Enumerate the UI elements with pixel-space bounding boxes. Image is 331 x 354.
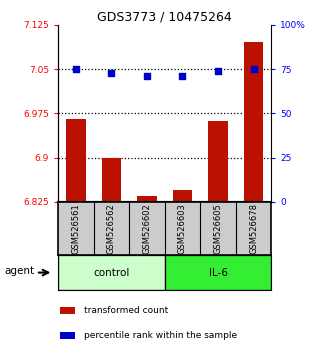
Bar xyxy=(208,121,228,202)
Text: GSM526678: GSM526678 xyxy=(249,203,258,254)
Text: control: control xyxy=(93,268,129,278)
Text: percentile rank within the sample: percentile rank within the sample xyxy=(83,331,237,340)
Bar xyxy=(60,307,75,314)
Text: agent: agent xyxy=(5,266,35,276)
Text: GSM526562: GSM526562 xyxy=(107,203,116,254)
Point xyxy=(215,68,221,74)
Text: transformed count: transformed count xyxy=(83,306,168,315)
Bar xyxy=(102,158,121,202)
Point xyxy=(109,70,114,75)
Point xyxy=(180,73,185,79)
Text: GSM526603: GSM526603 xyxy=(178,203,187,254)
Bar xyxy=(137,196,157,202)
Bar xyxy=(165,255,271,290)
Bar xyxy=(244,42,263,202)
Text: GSM526605: GSM526605 xyxy=(213,203,222,254)
Point xyxy=(73,66,78,72)
Text: GSM526602: GSM526602 xyxy=(142,203,151,254)
Bar xyxy=(58,255,165,290)
Text: IL-6: IL-6 xyxy=(209,268,227,278)
Text: GSM526561: GSM526561 xyxy=(71,203,80,254)
Bar xyxy=(60,332,75,339)
Point xyxy=(251,66,256,72)
Title: GDS3773 / 10475264: GDS3773 / 10475264 xyxy=(97,11,232,24)
Point xyxy=(144,73,150,79)
Bar xyxy=(173,190,192,202)
Bar xyxy=(66,119,85,202)
